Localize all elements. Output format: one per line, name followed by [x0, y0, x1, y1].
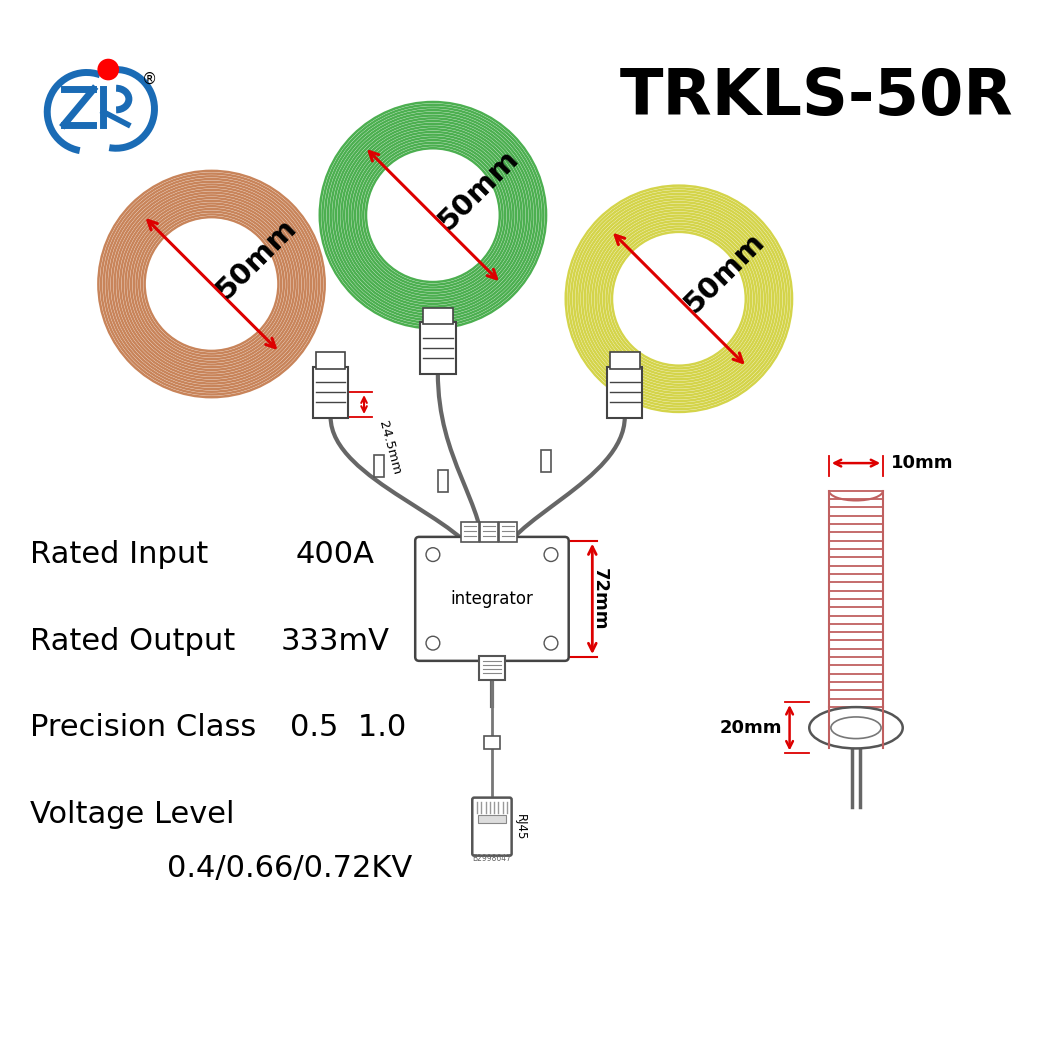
Bar	[484, 736, 500, 749]
Text: 50mm: 50mm	[212, 213, 302, 304]
Text: 333mV: 333mV	[281, 626, 389, 656]
Bar	[478, 815, 506, 824]
Bar	[374, 455, 384, 477]
FancyBboxPatch shape	[610, 352, 639, 369]
Circle shape	[369, 152, 497, 279]
Ellipse shape	[809, 707, 903, 748]
Circle shape	[96, 169, 326, 400]
Text: 0.4/0.66/0.72KV: 0.4/0.66/0.72KV	[167, 854, 412, 883]
FancyBboxPatch shape	[480, 523, 498, 542]
FancyBboxPatch shape	[316, 352, 346, 369]
Text: 50mm: 50mm	[432, 144, 524, 235]
Text: ®: ®	[142, 72, 157, 87]
Circle shape	[318, 100, 548, 331]
Text: 24.5mm: 24.5mm	[376, 420, 403, 477]
FancyBboxPatch shape	[461, 523, 479, 542]
Bar	[542, 450, 551, 472]
Circle shape	[147, 220, 276, 348]
Circle shape	[544, 636, 558, 650]
Ellipse shape	[831, 717, 881, 739]
Text: 50mm: 50mm	[678, 228, 770, 318]
Text: 0.5  1.0: 0.5 1.0	[290, 713, 406, 742]
FancyBboxPatch shape	[607, 367, 642, 418]
Text: 20mm: 20mm	[720, 719, 781, 737]
FancyBboxPatch shape	[420, 322, 456, 373]
FancyBboxPatch shape	[499, 523, 516, 542]
Text: 400A: 400A	[295, 541, 374, 569]
FancyBboxPatch shape	[416, 536, 569, 660]
Text: integrator: integrator	[450, 589, 533, 607]
Circle shape	[564, 183, 794, 413]
Text: Voltage Level: Voltage Level	[30, 800, 234, 829]
FancyBboxPatch shape	[423, 307, 453, 324]
Text: RJ45: RJ45	[514, 814, 527, 841]
Text: 10mm: 10mm	[890, 454, 953, 472]
Text: Rated Output: Rated Output	[30, 626, 234, 656]
FancyBboxPatch shape	[479, 656, 505, 679]
FancyBboxPatch shape	[473, 797, 512, 855]
Circle shape	[98, 58, 119, 81]
Text: 72mm: 72mm	[591, 567, 609, 630]
Circle shape	[615, 235, 743, 363]
Text: B2998647: B2998647	[473, 853, 512, 863]
Text: Rated Input: Rated Input	[30, 541, 208, 569]
Text: Precision Class: Precision Class	[30, 713, 255, 742]
Bar	[438, 470, 447, 492]
FancyBboxPatch shape	[313, 367, 349, 418]
Circle shape	[544, 548, 558, 562]
Circle shape	[426, 548, 440, 562]
Circle shape	[426, 636, 440, 650]
Text: TRKLS-50R: TRKLS-50R	[620, 66, 1013, 128]
